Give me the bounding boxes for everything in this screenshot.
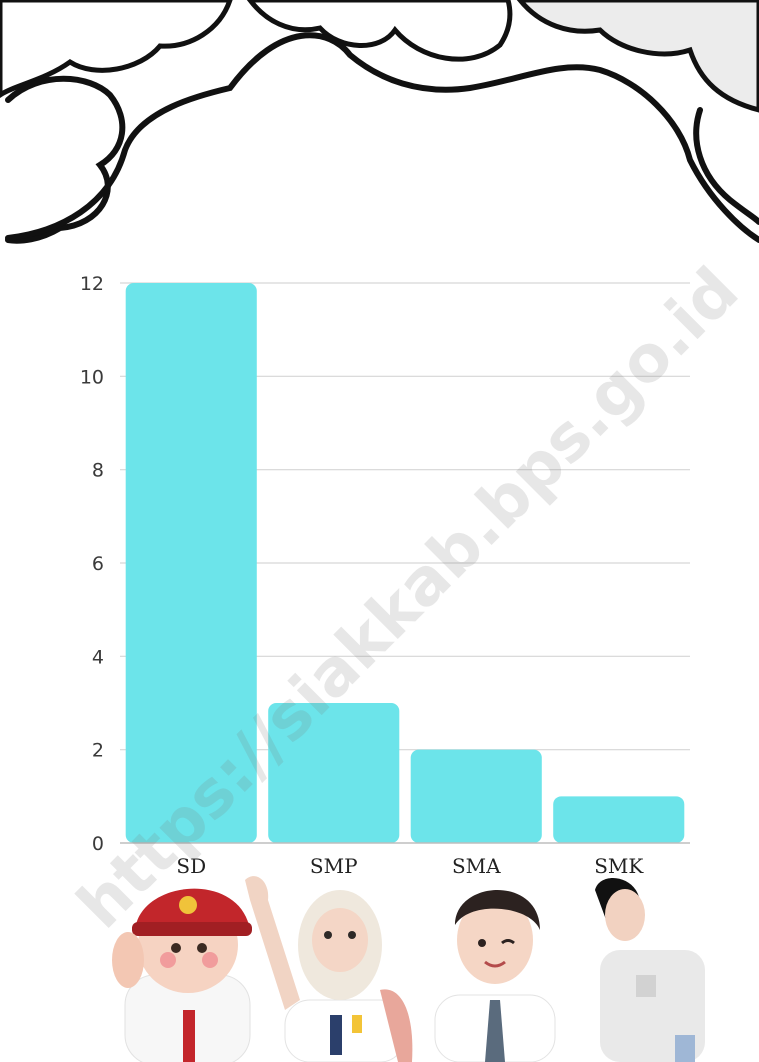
y-axis-ticks: 0 2 4 6 8 10 12 xyxy=(80,273,104,855)
y-tick-label: 12 xyxy=(80,273,104,295)
cloud-top-left xyxy=(0,0,233,99)
bar-chart: 0 2 4 6 8 10 12 SD SMP SMA SMK xyxy=(80,273,690,878)
bars xyxy=(125,283,685,843)
y-tick-label: 2 xyxy=(92,740,104,762)
cloud-right-arc xyxy=(693,107,759,225)
cloud-banner xyxy=(0,0,759,244)
bar-sma xyxy=(410,749,542,843)
x-tick-label-smk: SMK xyxy=(594,854,644,878)
bar-smk xyxy=(553,796,685,843)
cloud-left-arc xyxy=(5,75,126,244)
student-sd-figure xyxy=(112,888,252,1062)
x-tick-label-sd: SD xyxy=(176,854,206,878)
bar-sd xyxy=(125,283,257,843)
cloud-top-right xyxy=(516,0,759,113)
x-axis-ticks: SD SMP SMA SMK xyxy=(176,854,644,878)
y-tick-label: 8 xyxy=(92,460,104,482)
student-smk-figure xyxy=(595,878,705,1062)
y-tick-label: 0 xyxy=(92,833,104,855)
student-sma-figure xyxy=(434,890,556,1062)
cloud-bottom-rim xyxy=(5,32,759,243)
x-tick-label-smp: SMP xyxy=(310,854,358,878)
student-figures xyxy=(112,876,705,1062)
y-tick-label: 4 xyxy=(92,646,104,668)
student-smp-figure xyxy=(245,876,413,1062)
x-tick-label-sma: SMA xyxy=(452,854,501,878)
bar-smp xyxy=(268,703,400,843)
y-tick-label: 10 xyxy=(80,366,104,388)
y-tick-label: 6 xyxy=(92,553,104,575)
cloud-top-center xyxy=(246,0,513,62)
